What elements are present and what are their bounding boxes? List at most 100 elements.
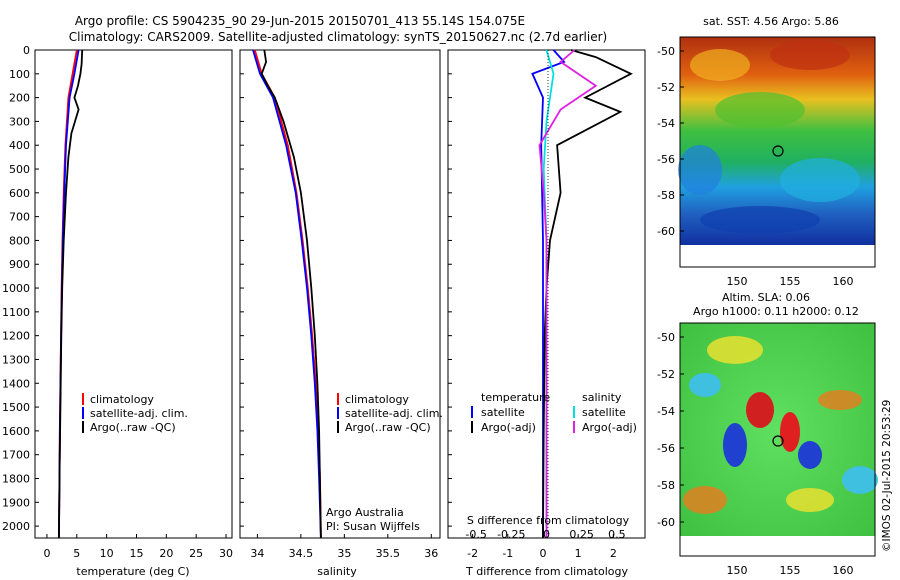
legend-label-argo-s: Argo(-adj)	[582, 421, 637, 434]
legend-label-argo-t: Argo(-adj)	[481, 421, 536, 434]
sla-map-frame	[679, 322, 876, 557]
credit-line1: Argo Australia	[326, 506, 404, 519]
depth-tick-label: 1600	[2, 425, 30, 438]
map-y-tick-label: -58	[657, 189, 675, 202]
x-tick-label: 25	[189, 547, 203, 560]
sst-map-frame	[679, 36, 876, 268]
depth-tick-label: 700	[9, 211, 30, 224]
map-y-tick-label: -60	[657, 225, 675, 238]
salinity-legend: climatology satellite-adj. clim. Argo(..…	[326, 393, 443, 533]
legend-title-temperature: temperature	[481, 391, 550, 404]
depth-tick-label: 1000	[2, 282, 30, 295]
depth-tick-label: 200	[9, 92, 30, 105]
series-line-satellite-adj-clim-	[252, 49, 322, 539]
depth-tick-label: 100	[9, 68, 30, 81]
depth-tick-label: 1200	[2, 330, 30, 343]
legend-label-satellite: satellite-adj. clim.	[345, 407, 443, 420]
temperature-legend: climatology satellite-adj. clim. Argo(..…	[82, 393, 188, 434]
depth-tick-label: 1800	[2, 472, 30, 485]
x-tick-label: 1	[575, 547, 582, 560]
sst-argo-marker	[772, 145, 784, 157]
credit-line2: PI: Susan Wijffels	[326, 520, 420, 533]
legend-title-salinity: salinity	[582, 391, 622, 404]
difference-series	[531, 49, 633, 539]
x-tick-label: 2	[610, 547, 617, 560]
x-tick-label: 0	[43, 547, 50, 560]
sla-x-ticks: 150 155 160	[727, 564, 854, 577]
temperature-x-ticks: 0 5 10 15 20 25 30	[43, 534, 233, 560]
figure-title-line1: Argo profile: CS 5904235_90 29-Jun-2015 …	[75, 14, 525, 28]
s-tick-label: 0	[543, 528, 550, 541]
legend-label-argo: Argo(..raw -QC)	[90, 421, 176, 434]
difference-legend: temperature satellite Argo(-adj) salinit…	[471, 391, 637, 434]
x-tick-label: 15	[129, 547, 143, 560]
sla-y-ticks: -50 -52 -54 -56 -58 -60	[657, 331, 684, 529]
temperature-panel-frame	[34, 49, 233, 539]
depth-tick-label: 1100	[2, 306, 30, 319]
salinity-series	[252, 49, 322, 539]
depth-tick-label: 0	[23, 44, 30, 57]
sst-map-title: sat. SST: 4.56 Argo: 5.86	[703, 15, 839, 28]
sla-map-title2: Argo h1000: 0.11 h2000: 0.12	[693, 305, 859, 318]
map-x-tick-label: 150	[727, 275, 748, 288]
salinity-panel-frame	[239, 49, 441, 539]
sla-argo-marker	[772, 435, 784, 447]
x-tick-label: 36	[424, 547, 438, 560]
legend-label-satellite: satellite-adj. clim.	[90, 407, 188, 420]
depth-tick-label: 400	[9, 139, 30, 152]
series-line-argo-raw-qc-	[58, 49, 84, 539]
x-tick-label: 5	[73, 547, 80, 560]
depth-tick-label: 2000	[2, 520, 30, 533]
map-x-tick-label: 150	[727, 564, 748, 577]
salinity-xlabel: salinity	[317, 565, 357, 578]
x-tick-label: 0	[539, 547, 546, 560]
depth-tick-label: 900	[9, 258, 30, 271]
map-x-tick-label: 160	[833, 564, 854, 577]
salinity-x-ticks: 34 34.5 35 35.5 36	[250, 534, 438, 560]
sst-x-ticks: 150 155 160	[727, 275, 854, 288]
map-x-tick-label: 155	[780, 564, 801, 577]
difference-xlabel: T difference from climatology	[465, 565, 628, 578]
difference-s-label: S difference from climatology	[467, 514, 630, 527]
x-tick-label: 10	[100, 547, 114, 560]
map-y-tick-label: -58	[657, 479, 675, 492]
depth-tick-label: 1700	[2, 449, 30, 462]
map-y-tick-label: -54	[657, 117, 675, 130]
depth-tick-label: 300	[9, 115, 30, 128]
legend-label-climatology: climatology	[345, 393, 409, 406]
depth-tick-label: 600	[9, 187, 30, 200]
figure-title-line2: Climatology: CARS2009. Satellite-adjuste…	[69, 30, 607, 44]
x-tick-label: -2	[467, 547, 478, 560]
map-y-tick-label: -52	[657, 81, 675, 94]
series-line-argo-raw-qc-	[260, 49, 322, 539]
depth-tick-label: 1300	[2, 353, 30, 366]
difference-x-ticks: -2 -1 0 1 2	[467, 534, 617, 560]
series-line-argo-adj-	[538, 49, 598, 538]
depth-axis-labels: 0 100 200 300 400 500 600 700 800 900 1000 1100 1200…	[2, 44, 452, 533]
sst-map-patches	[678, 40, 860, 234]
map-y-tick-label: -54	[657, 405, 675, 418]
map-y-tick-label: -50	[657, 331, 675, 344]
series-line-satellite	[531, 49, 566, 538]
temperature-xlabel: temperature (deg C)	[76, 565, 189, 578]
depth-tick-label: 1400	[2, 377, 30, 390]
temperature-series	[58, 49, 84, 539]
x-tick-label: 34.5	[289, 547, 314, 560]
imos-watermark: ©IMOS 02-Jul-2015 20:53:29	[881, 400, 893, 552]
sst-y-ticks: -50 -52 -54 -56 -58 -60	[657, 45, 684, 238]
s-tick-label: 0.5	[608, 528, 626, 541]
difference-s-ticks: -0.5 -0.25 0 0.25 0.5	[465, 528, 625, 541]
sla-map-title1: Altim. SLA: 0.06	[722, 291, 810, 304]
depth-tick-label: 1500	[2, 401, 30, 414]
x-tick-label: 35	[337, 547, 351, 560]
map-y-tick-label: -60	[657, 516, 675, 529]
x-tick-label: 30	[219, 547, 233, 560]
legend-label-climatology: climatology	[90, 393, 154, 406]
legend-label-satellite-t: satellite	[481, 406, 525, 419]
s-tick-label: -0.5	[465, 528, 486, 541]
map-y-tick-label: -56	[657, 442, 675, 455]
sla-map-patches	[683, 336, 878, 514]
x-tick-label: 34	[250, 547, 264, 560]
legend-label-argo: Argo(..raw -QC)	[345, 421, 431, 434]
